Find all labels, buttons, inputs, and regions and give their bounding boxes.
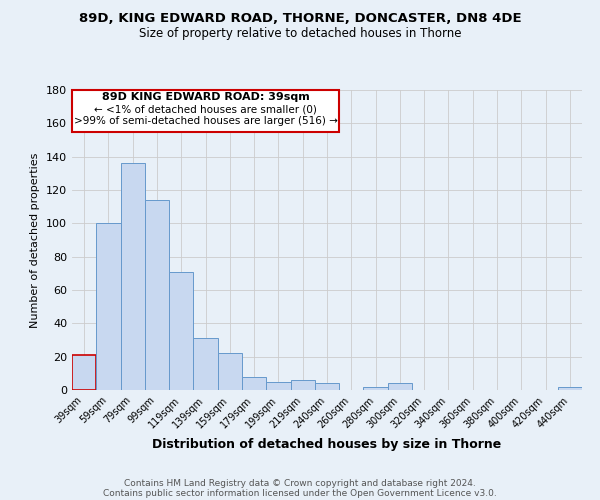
Text: >99% of semi-detached houses are larger (516) →: >99% of semi-detached houses are larger …	[74, 116, 338, 126]
Bar	[121, 164, 145, 390]
Text: 89D KING EDWARD ROAD: 39sqm: 89D KING EDWARD ROAD: 39sqm	[101, 92, 310, 102]
Bar	[96, 224, 121, 390]
Bar	[315, 384, 339, 390]
Bar	[72, 355, 96, 390]
Bar	[242, 376, 266, 390]
Bar	[266, 382, 290, 390]
Bar	[364, 386, 388, 390]
Bar	[388, 384, 412, 390]
Bar	[169, 272, 193, 390]
Text: 89D, KING EDWARD ROAD, THORNE, DONCASTER, DN8 4DE: 89D, KING EDWARD ROAD, THORNE, DONCASTER…	[79, 12, 521, 26]
Bar	[218, 354, 242, 390]
Text: Size of property relative to detached houses in Thorne: Size of property relative to detached ho…	[139, 28, 461, 40]
Text: Contains HM Land Registry data © Crown copyright and database right 2024.: Contains HM Land Registry data © Crown c…	[124, 478, 476, 488]
Text: ← <1% of detached houses are smaller (0): ← <1% of detached houses are smaller (0)	[94, 104, 317, 115]
X-axis label: Distribution of detached houses by size in Thorne: Distribution of detached houses by size …	[152, 438, 502, 451]
Y-axis label: Number of detached properties: Number of detached properties	[31, 152, 40, 328]
Bar	[558, 386, 582, 390]
Bar	[290, 380, 315, 390]
Bar	[145, 200, 169, 390]
Bar	[193, 338, 218, 390]
Text: Contains public sector information licensed under the Open Government Licence v3: Contains public sector information licen…	[103, 488, 497, 498]
